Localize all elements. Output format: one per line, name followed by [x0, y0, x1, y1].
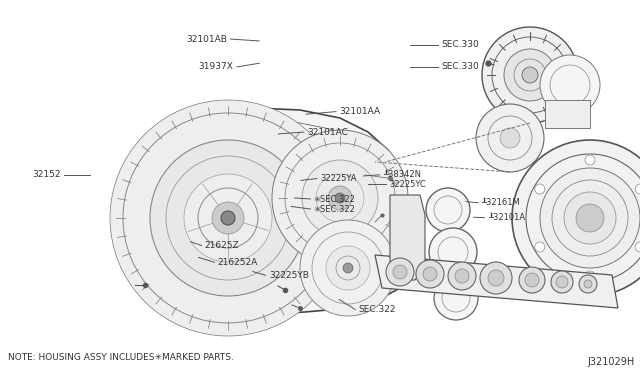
Circle shape [416, 260, 444, 288]
Polygon shape [390, 195, 425, 280]
Circle shape [500, 128, 520, 148]
Circle shape [535, 242, 545, 252]
Circle shape [522, 67, 538, 83]
Text: SEC.330: SEC.330 [442, 62, 479, 71]
Text: 32101AB: 32101AB [186, 35, 227, 44]
Circle shape [386, 258, 414, 286]
Circle shape [512, 140, 640, 296]
Circle shape [576, 204, 604, 232]
Text: 32225YC: 32225YC [389, 180, 426, 189]
Circle shape [326, 246, 370, 290]
Circle shape [504, 49, 556, 101]
Circle shape [221, 211, 235, 225]
Circle shape [426, 188, 470, 232]
Text: ┸32101A: ┸32101A [488, 213, 525, 222]
Circle shape [585, 271, 595, 281]
Text: 31937X: 31937X [199, 62, 234, 71]
Circle shape [584, 280, 592, 288]
Text: SEC.322: SEC.322 [358, 305, 396, 314]
Circle shape [110, 100, 346, 336]
Circle shape [393, 265, 407, 279]
Circle shape [335, 193, 345, 203]
Text: 32101AA: 32101AA [339, 107, 380, 116]
Text: NOTE: HOUSING ASSY INCLUDES✳MARKED PARTS.: NOTE: HOUSING ASSY INCLUDES✳MARKED PARTS… [8, 353, 234, 362]
Polygon shape [545, 100, 590, 128]
Circle shape [476, 104, 544, 172]
Circle shape [636, 184, 640, 194]
Circle shape [300, 220, 396, 316]
Circle shape [556, 276, 568, 288]
Circle shape [150, 140, 306, 296]
Circle shape [343, 263, 353, 273]
Circle shape [535, 184, 545, 194]
Circle shape [448, 262, 476, 290]
Circle shape [540, 168, 640, 268]
Text: SEC.330: SEC.330 [442, 40, 479, 49]
Text: J321029H: J321029H [588, 357, 635, 367]
Text: 32152: 32152 [32, 170, 61, 179]
Circle shape [564, 192, 616, 244]
Circle shape [519, 267, 545, 293]
Polygon shape [375, 255, 618, 308]
Text: ✳SEC.322: ✳SEC.322 [314, 195, 355, 203]
Circle shape [585, 155, 595, 165]
Circle shape [480, 262, 512, 294]
Circle shape [272, 130, 408, 266]
Circle shape [429, 228, 477, 276]
Circle shape [579, 275, 597, 293]
Circle shape [184, 174, 272, 262]
Circle shape [455, 269, 469, 283]
Circle shape [540, 55, 600, 115]
Circle shape [423, 267, 437, 281]
Circle shape [212, 202, 244, 234]
Text: 32225YA: 32225YA [320, 174, 356, 183]
Text: 21625Z: 21625Z [205, 241, 239, 250]
Circle shape [328, 186, 352, 210]
Circle shape [551, 271, 573, 293]
Polygon shape [138, 108, 420, 314]
Circle shape [525, 273, 539, 287]
Circle shape [482, 27, 578, 123]
Text: ┸38342N: ┸38342N [383, 170, 420, 179]
Circle shape [302, 160, 378, 236]
Text: ┸32161M: ┸32161M [481, 198, 520, 207]
Text: 32225YB: 32225YB [269, 271, 308, 280]
Circle shape [636, 242, 640, 252]
Circle shape [434, 276, 478, 320]
Text: 32101AC: 32101AC [307, 128, 348, 137]
Text: 216252A: 216252A [218, 258, 258, 267]
Text: ✳SEC.322: ✳SEC.322 [314, 205, 355, 214]
Circle shape [488, 270, 504, 286]
